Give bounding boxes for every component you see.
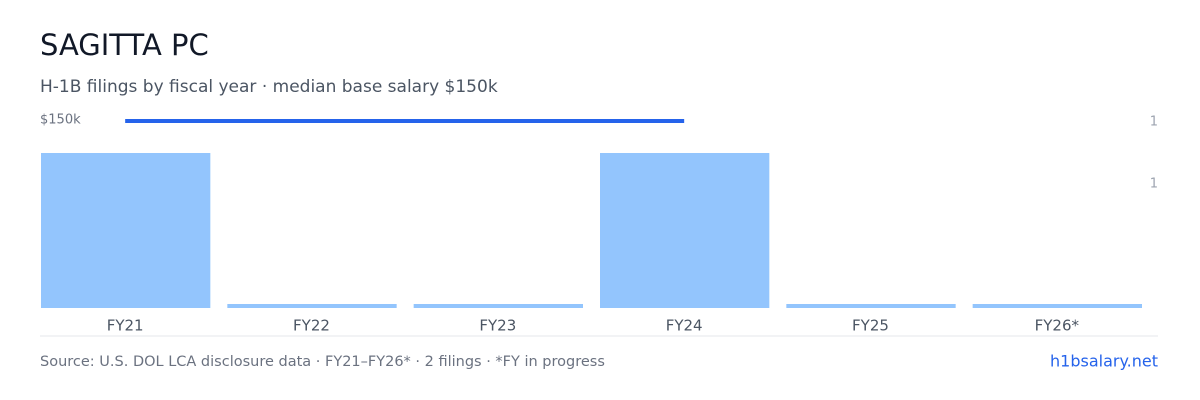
x-tick-label: FY22: [293, 317, 330, 335]
chart-title: SAGITTA PC: [40, 28, 209, 62]
x-tick-label: FY23: [479, 317, 516, 335]
bar: [413, 304, 583, 308]
bar: [600, 153, 770, 308]
bar: [227, 304, 397, 308]
y-tick-label: 1: [1150, 177, 1158, 192]
site-link[interactable]: h1bsalary.net: [1050, 352, 1158, 371]
x-tick-label: FY25: [852, 317, 889, 335]
source-note: Source: U.S. DOL LCA disclosure data · F…: [40, 354, 605, 370]
bar: [786, 304, 956, 308]
y-tick-label: 1: [1150, 115, 1158, 130]
bar: [972, 304, 1142, 308]
salary-label: $150k: [40, 113, 81, 128]
x-tick-label: FY24: [666, 317, 703, 335]
chart-subtitle: H-1B filings by fiscal year · median bas…: [40, 77, 498, 97]
x-tick-label: FY21: [107, 317, 144, 335]
bar: [41, 153, 211, 308]
x-tick-label: FY26*: [1035, 317, 1080, 335]
